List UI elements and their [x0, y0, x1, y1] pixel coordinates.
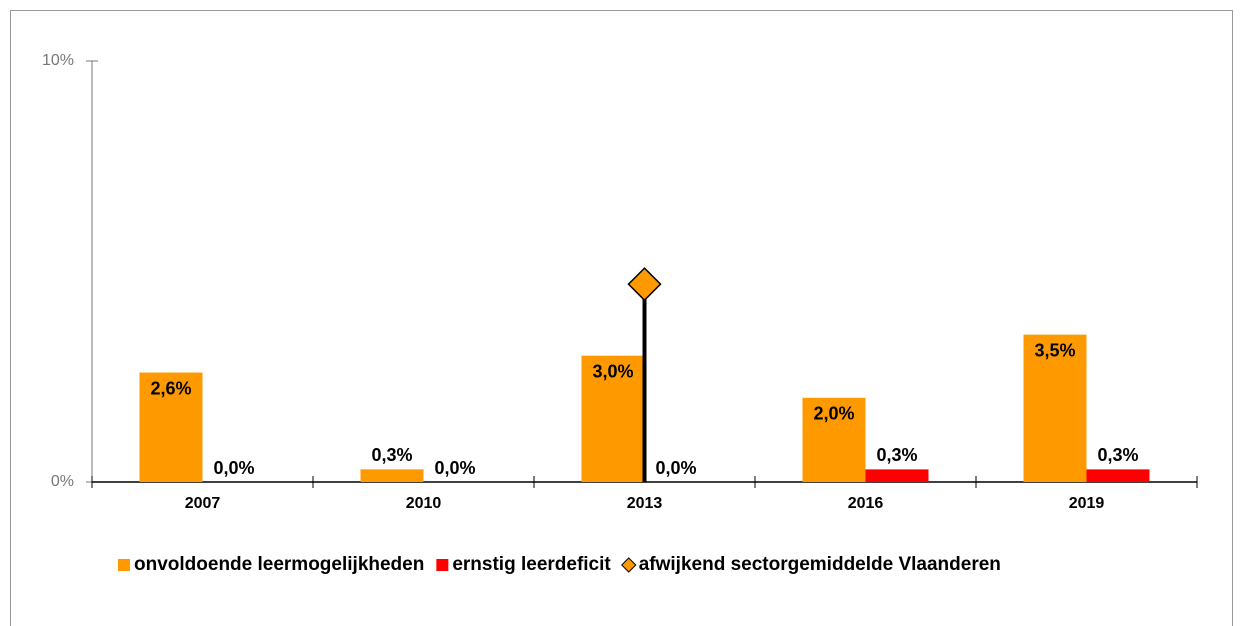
x-tick-label: 2016: [848, 495, 884, 512]
bar: [802, 397, 866, 482]
bar: [1086, 469, 1150, 482]
legend-label: afwijkend sectorgemiddelde Vlaanderen: [639, 554, 1001, 575]
data-label: 2,0%: [813, 404, 854, 424]
legend-marker: [621, 557, 637, 573]
data-label: 0,3%: [876, 445, 917, 465]
bar: [1023, 334, 1087, 482]
legend-label: ernstig leerdeficit: [452, 554, 611, 575]
y-tick-label: 10%: [42, 52, 74, 69]
data-label: 0,3%: [371, 445, 412, 465]
bar: [581, 355, 645, 482]
bar: [865, 469, 929, 482]
data-label: 2,6%: [150, 378, 191, 398]
data-label: 0,0%: [655, 458, 696, 478]
legend-swatch: [118, 559, 130, 571]
data-label: 0,3%: [1097, 445, 1138, 465]
x-tick-label: 2007: [185, 495, 221, 512]
data-label: 3,0%: [592, 361, 633, 381]
y-tick-label: 0%: [51, 473, 74, 490]
legend-label: onvoldoende leermogelijkheden: [134, 554, 424, 575]
bar: [360, 469, 424, 482]
bar: [139, 372, 203, 482]
legend-swatch: [436, 559, 449, 571]
x-tick-label: 2013: [627, 495, 663, 512]
data-label: 3,5%: [1034, 340, 1075, 360]
chart-border: [10, 10, 1233, 626]
x-tick-label: 2019: [1069, 495, 1105, 512]
diamond-marker: [627, 267, 662, 302]
x-tick-label: 2010: [406, 495, 442, 512]
data-label: 0,0%: [434, 458, 475, 478]
data-label: 0,0%: [213, 458, 254, 478]
